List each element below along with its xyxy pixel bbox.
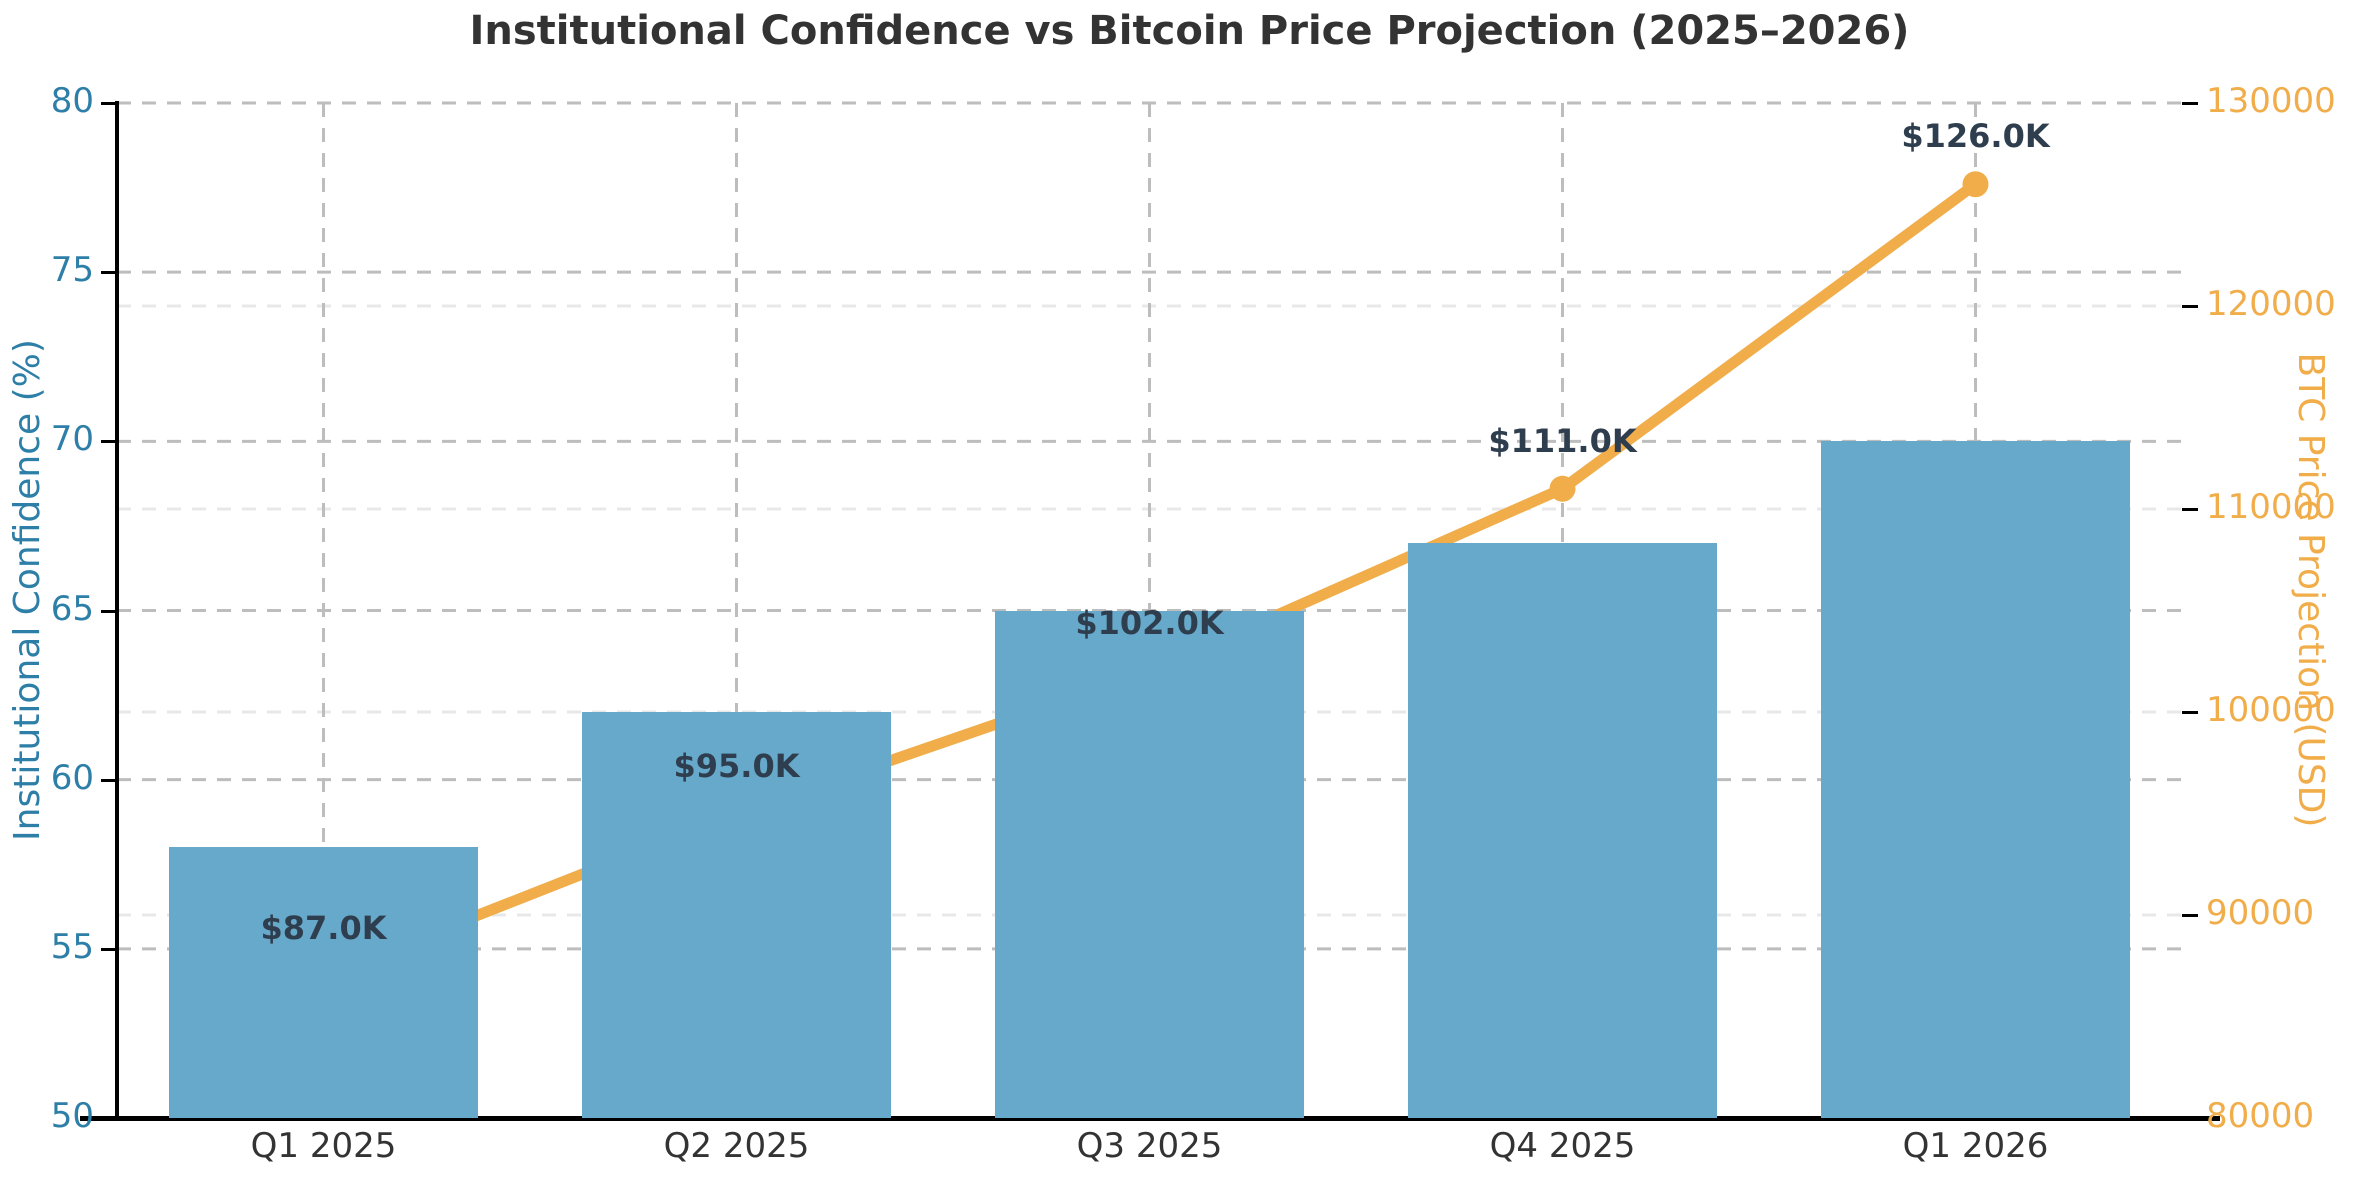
chart-title: Institutional Confidence vs Bitcoin Pric… — [469, 8, 1910, 54]
y-tick-right — [2182, 508, 2198, 511]
y-tick-label-right: 80000 — [2206, 1096, 2315, 1136]
value-label-q4-2025: $111.0K — [1488, 421, 1637, 460]
value-label-q2-2025: $95.0K — [673, 746, 800, 785]
y-tick-right — [2182, 1117, 2198, 1120]
line-marker-q1-2026[interactable] — [1962, 171, 1989, 198]
y-tick-left — [101, 609, 117, 613]
line-marker-q4-2025[interactable] — [1549, 475, 1576, 502]
x-tick-label-q1-2026: Q1 2026 — [1902, 1126, 2049, 1166]
y-tick-label-left: 70 — [50, 419, 94, 460]
y-tick-left — [101, 440, 117, 444]
y-tick-label-left: 65 — [50, 588, 94, 629]
value-label-q1-2026: $126.0K — [1901, 117, 2050, 156]
y-tick-right — [2182, 711, 2198, 714]
bar-q1-2025[interactable] — [168, 847, 479, 1118]
x-tick-label-q1-2025: Q1 2025 — [250, 1126, 397, 1166]
y-axis-left-spine — [115, 101, 119, 1120]
y-tick-label-left: 80 — [50, 81, 94, 121]
y-tick-label-left: 50 — [50, 1096, 94, 1136]
y-tick-left — [101, 1117, 117, 1120]
value-label-q3-2025: $102.0K — [1075, 604, 1224, 643]
y-axis-right-title: BTC Price Projection (USD) — [2290, 352, 2331, 828]
bar-q3-2025[interactable] — [994, 610, 1305, 1118]
y-tick-left — [101, 271, 117, 275]
y-tick-label-left: 55 — [50, 926, 94, 967]
x-tick-label-q2-2025: Q2 2025 — [663, 1126, 810, 1166]
x-tick-label-q4-2025: Q4 2025 — [1489, 1126, 1636, 1166]
x-tick-label-q3-2025: Q3 2025 — [1076, 1126, 1223, 1166]
y-tick-label-right: 110000 — [2206, 487, 2336, 527]
y-tick-right — [2182, 102, 2198, 105]
y-tick-left — [101, 778, 117, 782]
bar-q2-2025[interactable] — [581, 712, 892, 1118]
bar-q4-2025[interactable] — [1407, 542, 1718, 1118]
y-tick-right — [2182, 914, 2198, 917]
y-tick-label-left: 75 — [50, 250, 94, 291]
y-tick-label-right: 130000 — [2206, 81, 2336, 121]
x-axis-spine — [80, 1116, 2220, 1121]
y-axis-left-title: Institutional Confidence (%) — [7, 339, 48, 841]
value-label-q1-2025: $87.0K — [260, 908, 387, 947]
y-tick-right — [2182, 305, 2198, 308]
y-tick-left — [101, 947, 117, 951]
y-tick-label-left: 60 — [50, 757, 94, 798]
y-tick-label-right: 100000 — [2206, 690, 2336, 730]
bar-q1-2026[interactable] — [1820, 441, 2131, 1118]
y-tick-label-right: 90000 — [2206, 893, 2315, 933]
y-tick-label-right: 120000 — [2206, 284, 2336, 324]
y-tick-left — [101, 102, 117, 105]
